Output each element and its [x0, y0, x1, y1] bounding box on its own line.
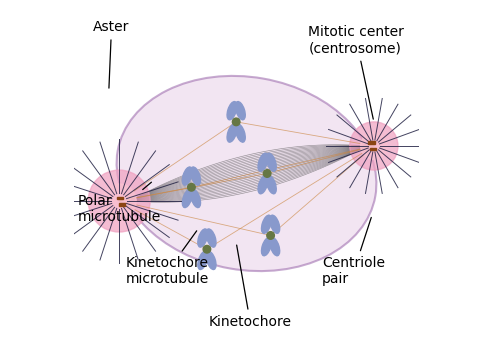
- Ellipse shape: [266, 176, 276, 194]
- Ellipse shape: [266, 153, 276, 171]
- Ellipse shape: [227, 102, 237, 120]
- Ellipse shape: [182, 189, 192, 208]
- Ellipse shape: [261, 238, 271, 256]
- Circle shape: [102, 184, 136, 218]
- Text: Kinetochore: Kinetochore: [209, 245, 292, 329]
- Ellipse shape: [182, 167, 192, 185]
- Ellipse shape: [191, 189, 201, 208]
- Ellipse shape: [258, 153, 268, 171]
- Ellipse shape: [236, 102, 245, 120]
- Ellipse shape: [206, 251, 216, 270]
- Ellipse shape: [198, 251, 208, 270]
- Ellipse shape: [191, 167, 201, 185]
- Ellipse shape: [270, 238, 280, 256]
- Ellipse shape: [206, 229, 216, 247]
- Text: Kinetochore
microtubule: Kinetochore microtubule: [126, 231, 209, 286]
- Ellipse shape: [261, 215, 271, 234]
- Text: Mitotic center
(centrosome): Mitotic center (centrosome): [309, 25, 404, 119]
- Bar: [368, 142, 375, 144]
- Ellipse shape: [236, 124, 245, 142]
- Circle shape: [203, 245, 211, 253]
- Ellipse shape: [270, 215, 280, 234]
- Text: Aster: Aster: [93, 20, 130, 88]
- Circle shape: [267, 232, 275, 239]
- Circle shape: [263, 170, 271, 177]
- Bar: [117, 196, 123, 199]
- Ellipse shape: [227, 124, 237, 142]
- Circle shape: [350, 122, 398, 170]
- Circle shape: [360, 133, 387, 159]
- Ellipse shape: [258, 176, 268, 194]
- Bar: [119, 203, 125, 205]
- Circle shape: [232, 118, 240, 126]
- Text: Polar
microtubule: Polar microtubule: [78, 182, 161, 225]
- Bar: [370, 148, 377, 151]
- Ellipse shape: [198, 229, 208, 247]
- Circle shape: [88, 170, 150, 232]
- Circle shape: [188, 184, 195, 191]
- Text: Centriole
pair: Centriole pair: [322, 218, 385, 286]
- Ellipse shape: [117, 76, 376, 271]
